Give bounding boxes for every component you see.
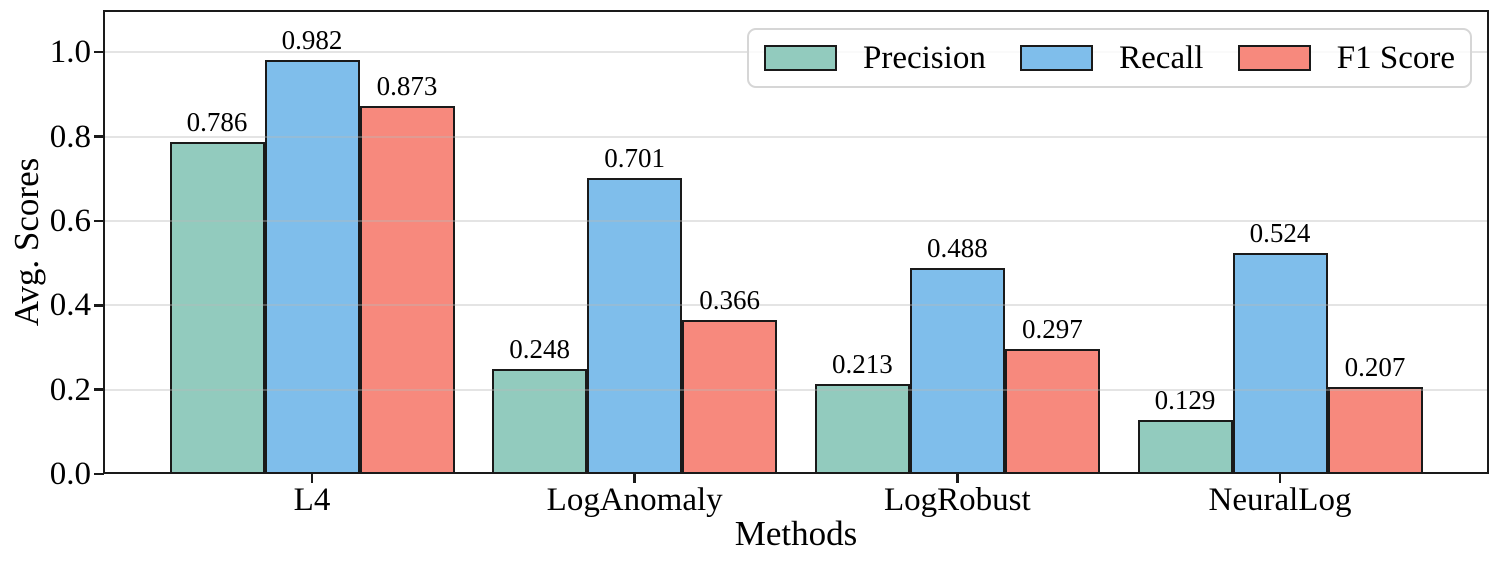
bar-f1-score-neurallog [1327, 386, 1423, 474]
bar-value-label: 0.524 [1249, 217, 1311, 248]
bar-value-label: 0.213 [831, 349, 893, 380]
bar-value-label: 0.248 [509, 334, 571, 365]
bar-precision-neurallog [1137, 419, 1233, 474]
bar-value-label: 0.366 [699, 284, 761, 315]
bar-f1-score-logrobust [1004, 348, 1100, 474]
x-tick-mark [310, 474, 314, 483]
bar-recall-logrobust [909, 268, 1005, 474]
bar-value-label: 0.297 [1021, 313, 1083, 344]
bar-value-label: 0.488 [926, 233, 988, 264]
y-tick-mark [94, 304, 104, 307]
y-tick-mark [94, 219, 104, 223]
gridline [103, 135, 1489, 138]
y-tick-label: 0.0 [49, 456, 91, 492]
gridline [103, 304, 1489, 307]
legend-item-recall: Recall [1020, 40, 1203, 76]
bar-f1-score-loganomaly [682, 319, 778, 474]
x-tick-label-neurallog: NeuralLog [1208, 482, 1352, 518]
bar-value-label: 0.207 [1344, 351, 1406, 382]
x-tick-mark [956, 474, 959, 483]
legend-label-f1-score: F1 Score [1336, 40, 1455, 76]
legend-item-f1-score: F1 Score [1237, 40, 1455, 76]
legend-label-precision: Precision [863, 40, 986, 76]
bar-value-label: 0.873 [376, 70, 438, 101]
x-tick-mark [1278, 474, 1282, 483]
legend-item-precision: Precision [764, 40, 986, 76]
x-tick-mark [633, 474, 636, 483]
y-tick-label: 0.2 [49, 371, 91, 408]
precision-swatch-icon [764, 45, 837, 71]
x-tick-label-logrobust: LogRobust [883, 482, 1031, 518]
legend: Precision Recall F1 Score [747, 28, 1472, 88]
y-tick-label: 0.4 [49, 287, 91, 324]
bar-recall-neurallog [1232, 252, 1328, 474]
bar-precision-loganomaly [492, 369, 588, 474]
bar-value-label: 0.786 [186, 107, 248, 138]
bar-value-label: 0.982 [281, 24, 343, 55]
legend-label-recall: Recall [1119, 40, 1204, 76]
plot-area: 0.786 0.248 0.213 0.129 0.982 0.701 0.488 0.524… [103, 10, 1489, 474]
f1-score-swatch-icon [1237, 45, 1311, 71]
recall-swatch-icon [1020, 45, 1094, 71]
bar-precision-l4 [169, 142, 265, 474]
y-tick-mark [94, 50, 104, 54]
x-axis-label: Methods [734, 514, 858, 553]
bar-value-label: 0.129 [1154, 384, 1216, 415]
y-tick-label: 0.8 [49, 118, 91, 155]
y-tick-mark [94, 472, 104, 476]
bar-value-label: 0.701 [604, 143, 666, 174]
x-tick-label-l4: L4 [293, 482, 331, 518]
y-tick-mark [94, 135, 104, 138]
bar-recall-l4 [264, 59, 360, 474]
bar-precision-logrobust [814, 384, 910, 474]
bar-recall-loganomaly [587, 178, 683, 474]
y-tick-label: 1.0 [49, 34, 91, 71]
gridline [103, 388, 1489, 391]
y-tick-mark [94, 388, 104, 391]
y-tick-label: 0.6 [49, 202, 91, 239]
bar-f1-score-l4 [359, 105, 455, 474]
x-tick-label-loganomaly: LogAnomaly [546, 482, 723, 518]
gridline [103, 219, 1489, 222]
